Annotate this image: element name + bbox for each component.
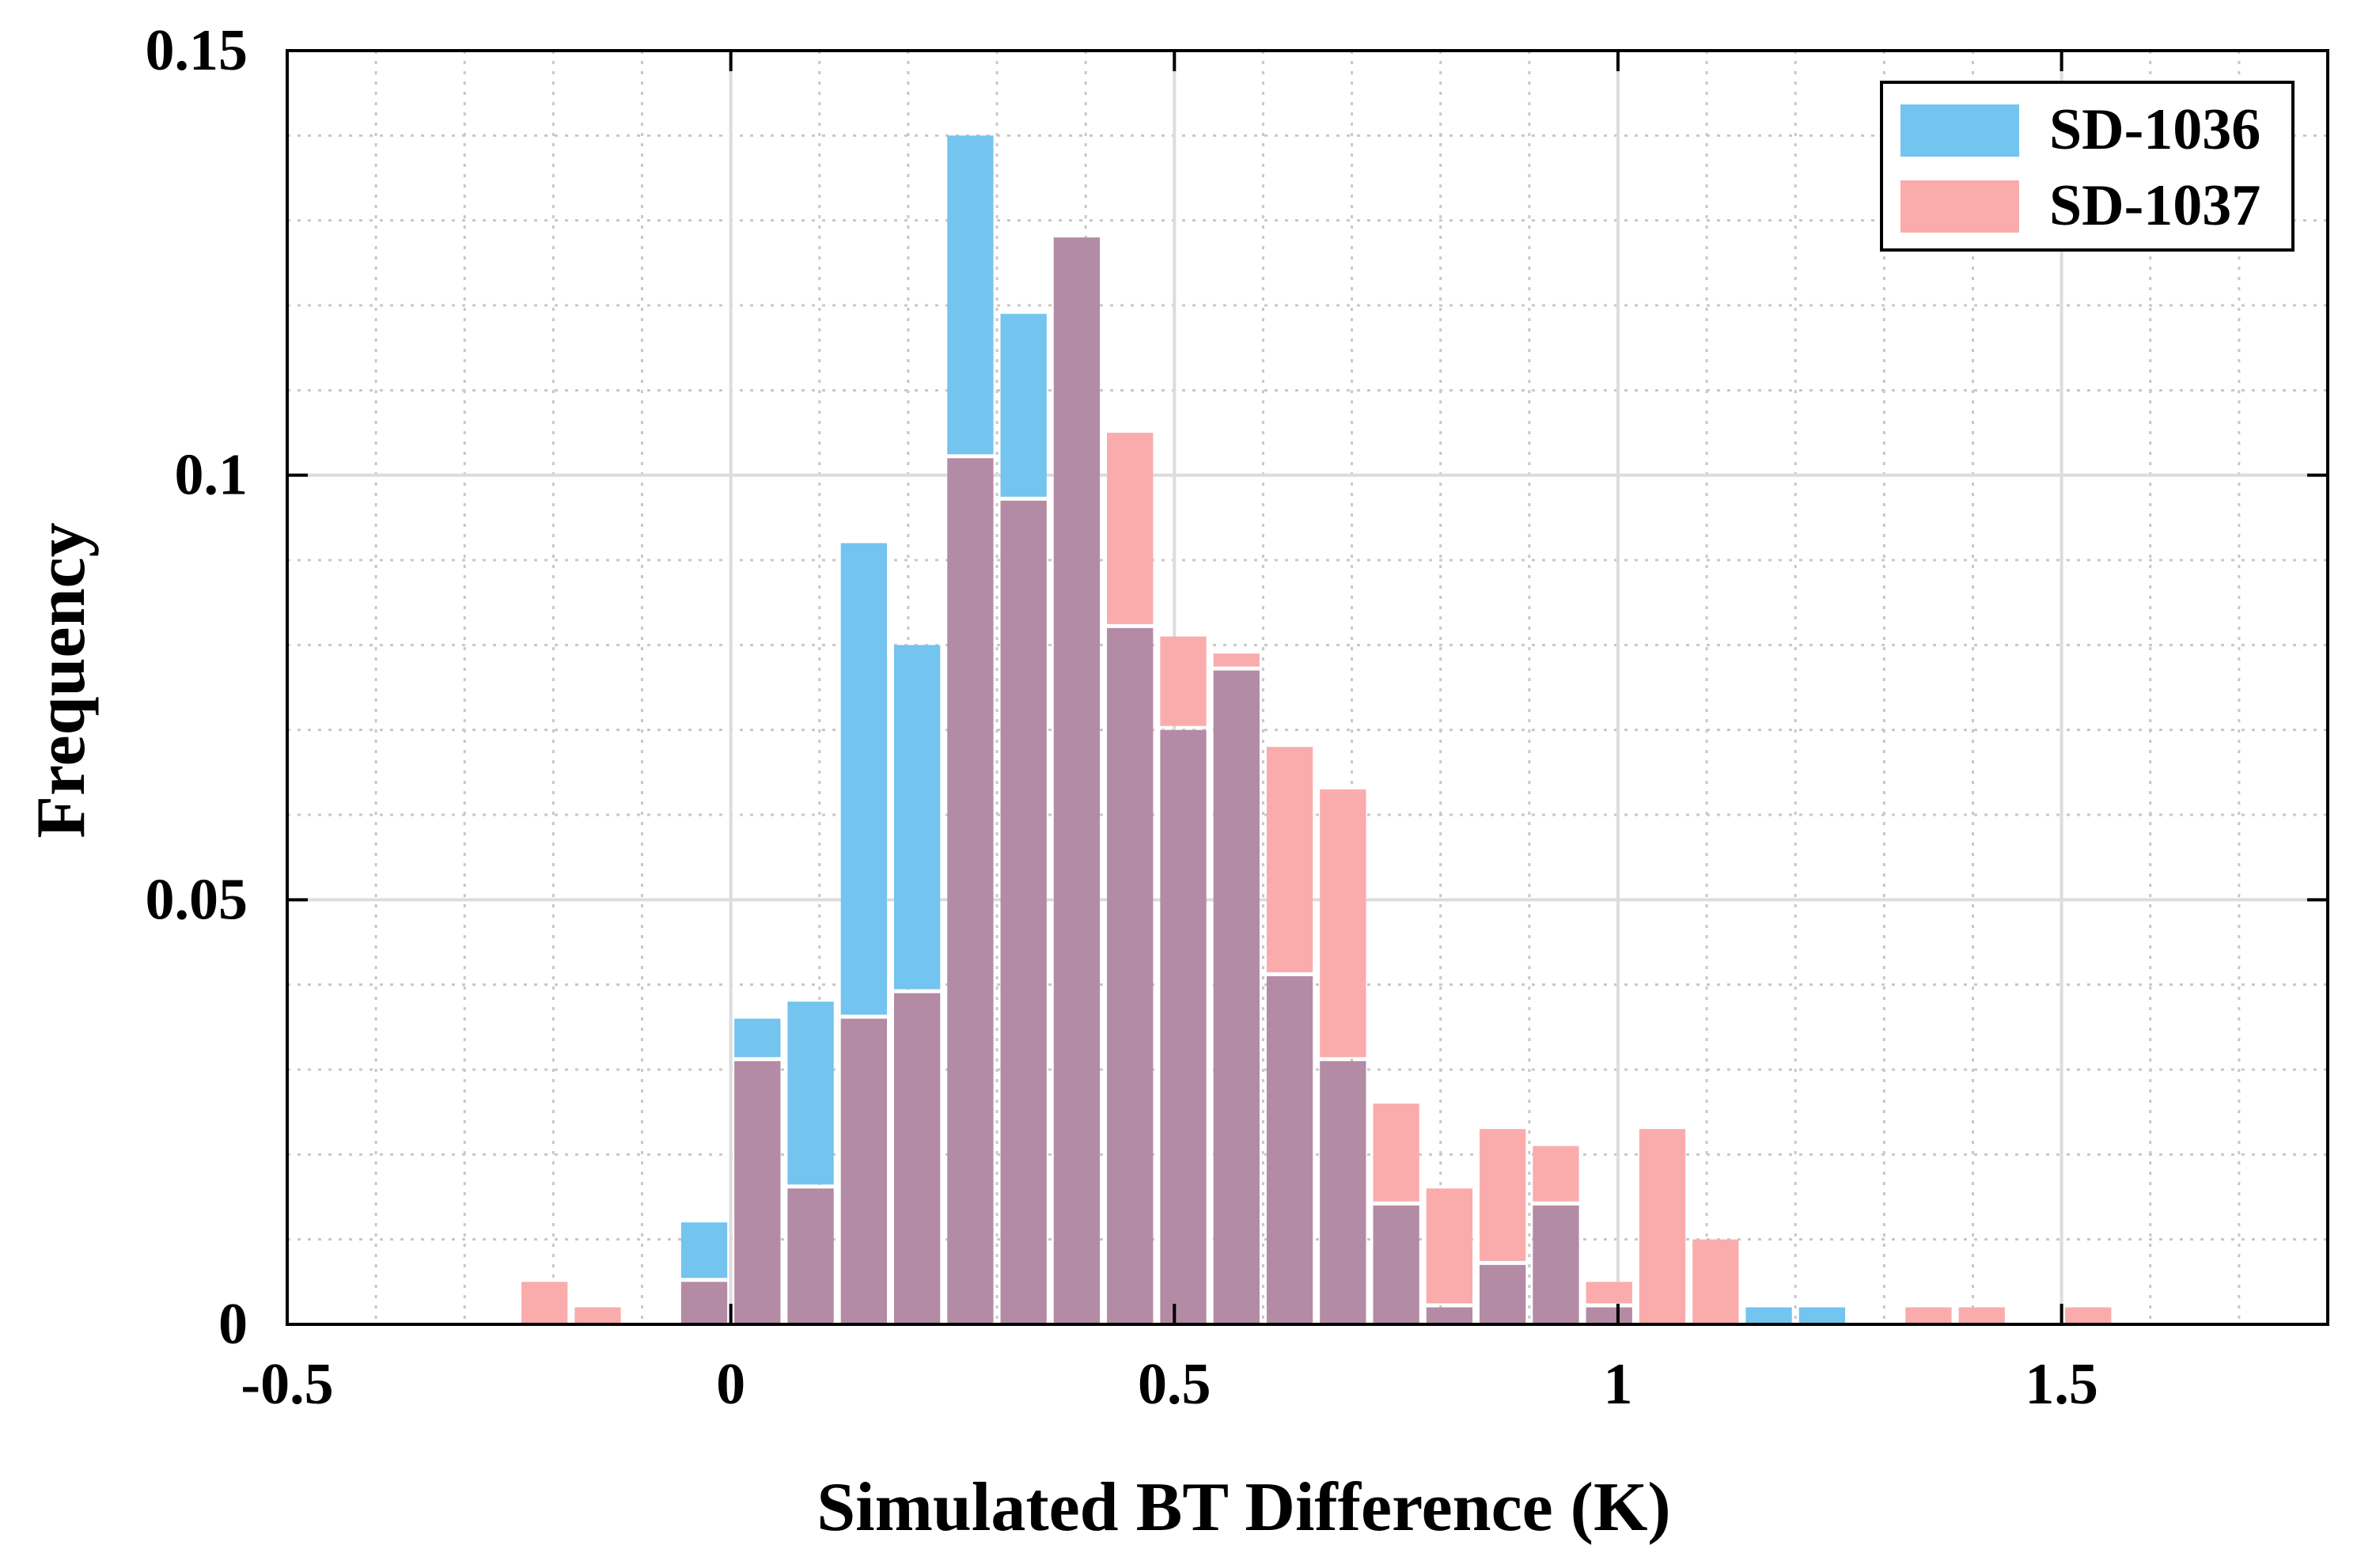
bar-sd-1037: [1692, 1239, 1739, 1324]
bar-sd-1037: [1373, 1103, 1419, 1202]
bar-overlap: [893, 993, 941, 1324]
x-tick-label: 1.5: [2025, 1352, 2098, 1417]
bar-sd-1037: [1639, 1129, 1686, 1324]
legend: SD-1036 SD-1037: [1880, 81, 2295, 252]
bar-overlap: [947, 458, 994, 1325]
bar-sd-1037: [1480, 1129, 1526, 1261]
y-tick-label: 0.05: [146, 867, 248, 932]
legend-swatch: [1900, 180, 2019, 233]
bar-overlap: [1000, 500, 1047, 1324]
bar-overlap: [1480, 1264, 1526, 1324]
y-tick-label: 0.1: [175, 443, 248, 508]
bar-sd-1036: [787, 1002, 834, 1185]
bar-sd-1037: [521, 1282, 568, 1324]
bar-sd-1037: [1213, 653, 1260, 667]
bar-sd-1037: [1426, 1188, 1473, 1304]
bar-overlap: [1320, 1061, 1366, 1324]
bar-overlap: [734, 1061, 781, 1324]
tick-labels: -0.5 0 0.5 1 1.500.050.10.15: [146, 18, 2098, 1417]
legend-label: SD-1037: [2049, 173, 2260, 238]
legend-label: SD-1036: [2049, 97, 2260, 162]
bar-sd-1037: [574, 1307, 621, 1324]
x-axis-label: Simulated BT Difference (K): [817, 1469, 1671, 1546]
y-tick-label: 0.15: [146, 18, 248, 83]
bar-sd-1037: [1266, 747, 1313, 972]
x-tick-label: 1: [1603, 1352, 1632, 1417]
bar-sd-1036: [1000, 313, 1047, 497]
bar-overlap: [1053, 237, 1101, 1325]
legend-swatch: [1900, 104, 2019, 157]
bar-sd-1036: [734, 1018, 781, 1058]
bar-sd-1036: [947, 135, 994, 455]
bar-overlap: [1266, 975, 1313, 1324]
bar-sd-1037: [1533, 1146, 1579, 1202]
bar-sd-1037: [1160, 636, 1207, 726]
bar-sd-1036: [1745, 1307, 1792, 1324]
bar-overlap: [1426, 1307, 1473, 1324]
bar-overlap: [1586, 1307, 1632, 1324]
bar-overlap: [840, 1018, 888, 1324]
plot-frame: [286, 49, 2329, 1326]
bar-sd-1037: [2065, 1307, 2112, 1324]
bar-overlap: [1533, 1205, 1579, 1324]
bars: [521, 135, 2112, 1325]
bar-sd-1036: [680, 1222, 728, 1278]
axes: [286, 49, 2329, 1326]
bar-overlap: [680, 1282, 728, 1324]
bar-sd-1036: [893, 645, 941, 990]
bar-overlap: [1213, 670, 1260, 1324]
x-tick-label: -0.5: [241, 1352, 333, 1417]
y-tick-label: 0: [218, 1292, 248, 1357]
y-axis-label: Frequency: [23, 522, 100, 838]
bar-sd-1037: [1586, 1282, 1632, 1304]
bar-overlap: [1160, 729, 1207, 1324]
x-tick-label: 0.5: [1138, 1352, 1211, 1417]
bar-sd-1037: [1320, 789, 1366, 1058]
bar-sd-1037: [1905, 1307, 1952, 1324]
bar-sd-1036: [840, 543, 888, 1015]
bar-sd-1037: [1958, 1307, 2005, 1324]
x-tick-label: 0: [716, 1352, 745, 1417]
bar-overlap: [787, 1188, 834, 1324]
bar-overlap: [1107, 627, 1154, 1324]
bar-sd-1036: [1798, 1307, 1846, 1324]
bar-sd-1037: [1107, 433, 1154, 624]
bar-overlap: [1373, 1205, 1419, 1324]
